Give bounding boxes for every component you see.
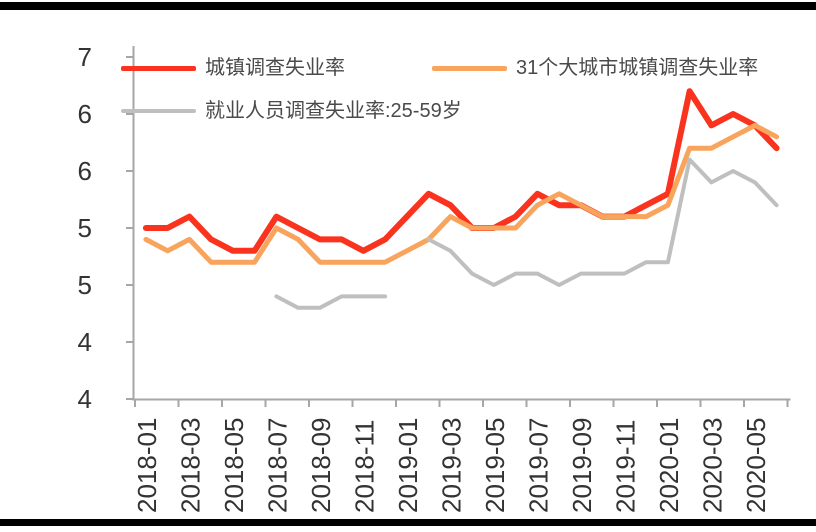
svg-text:6: 6	[78, 99, 92, 129]
series-line-1	[143, 122, 780, 265]
svg-text:2018-09: 2018-09	[306, 418, 336, 513]
svg-text:2018-03: 2018-03	[175, 418, 205, 513]
legend-label-employed-25-59: 就业人员调查失业率:25-59岁	[205, 100, 462, 122]
svg-text:2019-11: 2019-11	[610, 420, 640, 514]
svg-text:5: 5	[78, 213, 92, 243]
legend-item-employed-25-59: 就业人员调查失业率:25-59岁	[121, 101, 462, 121]
svg-text:4: 4	[78, 327, 92, 357]
svg-text:2020-03: 2020-03	[697, 418, 727, 513]
svg-text:2020-01: 2020-01	[654, 418, 684, 513]
legend-label-urban-survey: 城镇调查失业率	[205, 57, 345, 79]
legend-item-urban-survey: 城镇调查失业率	[121, 58, 345, 78]
svg-text:2019-07: 2019-07	[523, 418, 553, 513]
top-divider	[0, 2, 816, 10]
svg-text:2019-01: 2019-01	[393, 418, 423, 513]
svg-text:2019-09: 2019-09	[567, 418, 597, 513]
svg-text:5: 5	[78, 270, 92, 300]
series-line-0	[142, 88, 780, 254]
legend-swatch-31-cities	[432, 65, 507, 71]
svg-text:6: 6	[78, 156, 92, 186]
svg-text:4: 4	[78, 384, 92, 414]
svg-text:2019-03: 2019-03	[436, 418, 466, 513]
svg-text:2018-05: 2018-05	[219, 418, 249, 513]
legend-label-31-cities: 31个大城市城镇调查失业率	[516, 57, 759, 79]
legend-item-31-cities: 31个大城市城镇调查失业率	[432, 58, 758, 78]
legend-swatch-employed-25-59	[121, 109, 196, 113]
svg-text:7: 7	[78, 42, 92, 72]
svg-text:2019-05: 2019-05	[480, 418, 510, 513]
legend-swatch-urban-survey	[121, 65, 196, 71]
svg-text:2018-01: 2018-01	[132, 418, 162, 513]
svg-text:2018-07: 2018-07	[262, 418, 292, 513]
svg-text:2020-05: 2020-05	[741, 418, 771, 513]
bottom-divider	[0, 519, 816, 526]
svg-text:2018-11: 2018-11	[349, 420, 379, 514]
series-line-2	[274, 157, 779, 310]
